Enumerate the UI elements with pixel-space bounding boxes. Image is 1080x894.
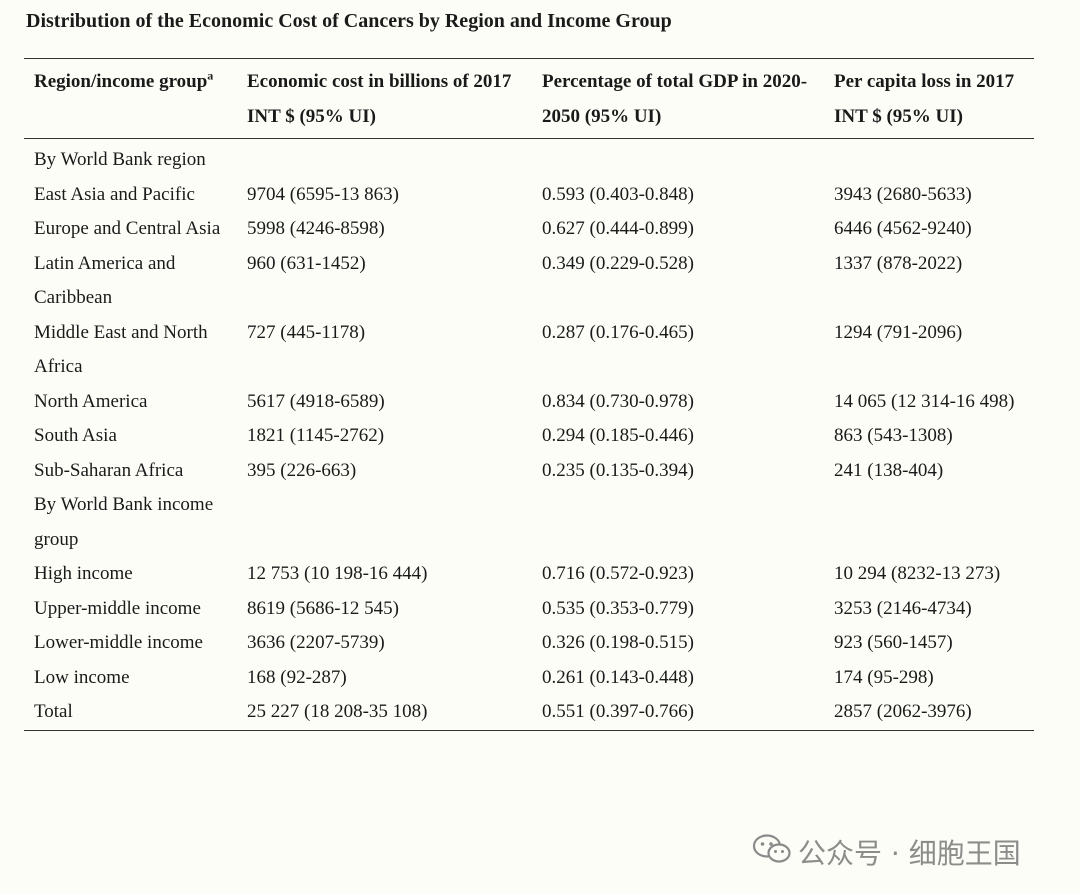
- table-cell-c4: 14 065 (12 314-16 498): [834, 390, 1015, 412]
- table-cell-c1: By World Bank income group: [34, 494, 214, 550]
- table-cell-c1: Upper-middle income: [34, 597, 201, 619]
- table-cell-c3: 0.349 (0.229-0.528): [542, 252, 694, 274]
- table-cell-c1: Middle East and North Africa: [34, 321, 208, 378]
- table-cell-c4: 174 (95-298): [834, 666, 934, 688]
- table-cell-c4: 923 (560-1457): [834, 632, 953, 653]
- table-cell-c4: 3943 (2680-5633): [834, 183, 972, 205]
- table-row: Upper-middle income 8619 (5686-12 545) 0.5…: [24, 592, 1034, 627]
- table-cell-c4: 863 (543-1308): [834, 425, 953, 446]
- table-cell-c2: 5998 (4246-8598): [247, 218, 385, 239]
- table-cell-c3: [542, 143, 834, 178]
- table-row: Sub-Saharan Africa 395 (226-663) 0.235 (0.…: [24, 454, 1034, 489]
- table-cell-c2: 5617 (4918-6589): [247, 390, 385, 412]
- table-cell-c1: North America: [34, 390, 148, 412]
- table-cell-c1: Lower-middle income: [34, 632, 203, 653]
- table-cell-c3: 0.235 (0.135-0.394): [542, 459, 694, 481]
- table-cell-c1: South Asia: [34, 425, 117, 446]
- header-per-capita-loss: Per capita loss in 2017 INT $ (95% UI): [834, 71, 1015, 127]
- table-cell-c3: 0.593 (0.403-0.848): [542, 183, 694, 205]
- table-cell-c2: 25 227 (18 208-35 108): [247, 701, 428, 722]
- table-cell-c2: 3636 (2207-5739): [247, 632, 385, 653]
- table-cell-c3: 0.287 (0.176-0.465): [542, 321, 694, 343]
- table-row: Middle East and North Africa 727 (445-117…: [24, 316, 1034, 385]
- table-header-row: Region/income groupa Economic cost in bi…: [24, 59, 1034, 138]
- table-cell-c4: [834, 143, 1034, 178]
- table-cell-c2: [247, 143, 542, 178]
- table-cell-c3: 0.535 (0.353-0.779): [542, 597, 694, 619]
- table-row: Latin America and Caribbean 960 (631-1452…: [24, 247, 1034, 316]
- table-bottom-rule: [24, 729, 1034, 731]
- table-row: By World Bank region: [24, 143, 1034, 178]
- table-cell-c1: Sub-Saharan Africa: [34, 459, 184, 481]
- table-row: By World Bank income group: [24, 488, 1034, 557]
- table-body: By World Bank region East Asia and Pacifi…: [24, 143, 1034, 730]
- table-cell-c2: 12 753 (10 198-16 444): [247, 563, 428, 584]
- table-row: Low income 168 (92-287) 0.261 (0.143-0.448…: [24, 661, 1034, 696]
- table-row: South Asia 1821 (1145-2762) 0.294 (0.185-0…: [24, 419, 1034, 454]
- watermark-text: 公众号 · 细胞王国: [798, 837, 1021, 870]
- table-cell-c1: Europe and Central Asia: [34, 218, 221, 239]
- table-header-rule: [24, 138, 1034, 139]
- table-row: High income 12 753 (10 198-16 444) 0.716 (…: [24, 557, 1034, 592]
- table-cell-c4: [834, 488, 1034, 557]
- table-cell-c1: Low income: [34, 666, 130, 688]
- table-row: North America 5617 (4918-6589) 0.834 (0.73…: [24, 385, 1034, 420]
- table-cell-c1: Latin America and Caribbean: [34, 252, 176, 309]
- table-cell-c3: [542, 488, 834, 557]
- table-title: Distribution of the Economic Cost of Can…: [26, 10, 672, 32]
- table-cell-c2: 727 (445-1178): [247, 321, 366, 343]
- table-cell-c3: 0.716 (0.572-0.923): [542, 563, 694, 584]
- table-row: Lower-middle income 3636 (2207-5739) 0.326…: [24, 626, 1034, 661]
- table-cell-c2: 8619 (5686-12 545): [247, 597, 399, 619]
- table-cell-c1: By World Bank region: [34, 149, 206, 170]
- table-cell-c3: 0.261 (0.143-0.448): [542, 666, 694, 688]
- table-cell-c4: 241 (138-404): [834, 459, 944, 481]
- data-table: Region/income groupa Economic cost in bi…: [24, 58, 1034, 731]
- table-row: East Asia and Pacific 9704 (6595-13 863) 0…: [24, 178, 1034, 213]
- table-cell-c1: Total: [34, 701, 73, 722]
- table-cell-c4: 6446 (4562-9240): [834, 218, 972, 239]
- header-region: Region/income groupa: [34, 68, 214, 92]
- table-cell-c2: 9704 (6595-13 863): [247, 183, 399, 205]
- table-cell-c4: 10 294 (8232-13 273): [834, 563, 1001, 584]
- table-cell-c2: 1821 (1145-2762): [247, 425, 385, 446]
- table-cell-c1: High income: [34, 563, 133, 584]
- table-cell-c3: 0.294 (0.185-0.446): [542, 425, 694, 446]
- table-cell-c4: 1294 (791-2096): [834, 321, 963, 343]
- table-cell-c2: 395 (226-663): [247, 459, 357, 481]
- table-cell-c3: 0.551 (0.397-0.766): [542, 701, 694, 722]
- table-cell-c4: 2857 (2062-3976): [834, 701, 972, 722]
- table-cell-c2: [247, 488, 542, 557]
- table-row: Total 25 227 (18 208-35 108) 0.551 (0.397-…: [24, 695, 1034, 730]
- header-economic-cost: Economic cost in billions of 2017 INT $ …: [247, 71, 512, 127]
- table-top-rule: [24, 58, 1034, 59]
- wechat-icon: [752, 833, 792, 871]
- header-gdp-percentage: Percentage of total GDP in 2020-2050 (95…: [542, 71, 808, 127]
- table-cell-c3: 0.326 (0.198-0.515): [542, 632, 694, 653]
- table-cell-c2: 960 (631-1452): [247, 252, 366, 274]
- watermark: 公众号 · 细胞王国: [752, 832, 1021, 872]
- table-cell-c3: 0.834 (0.730-0.978): [542, 390, 694, 412]
- table-cell-c3: 0.627 (0.444-0.899): [542, 218, 694, 239]
- table-row: Europe and Central Asia 5998 (4246-8598) 0…: [24, 212, 1034, 247]
- table-cell-c4: 3253 (2146-4734): [834, 597, 972, 619]
- table-cell-c1: East Asia and Pacific: [34, 183, 195, 205]
- table-cell-c2: 168 (92-287): [247, 666, 347, 688]
- table-cell-c4: 1337 (878-2022): [834, 252, 963, 274]
